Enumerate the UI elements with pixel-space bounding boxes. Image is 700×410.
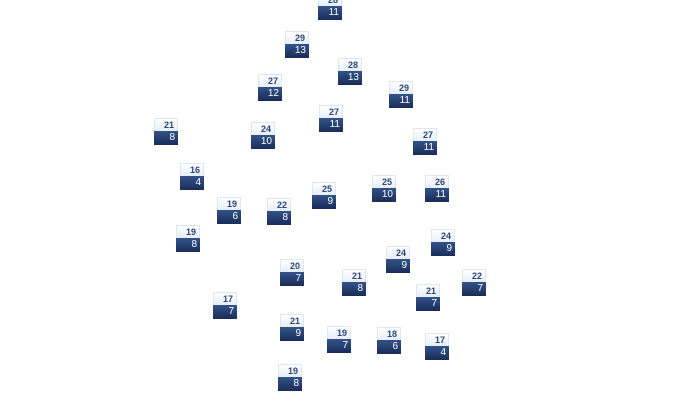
- temperature-marker[interactable]: 19 6: [217, 197, 241, 224]
- temperature-marker[interactable]: 16 4: [180, 163, 204, 190]
- temperature-marker[interactable]: 17 4: [425, 333, 449, 360]
- high-temperature: 21: [416, 284, 440, 297]
- low-temperature: 8: [176, 238, 200, 252]
- high-temperature: 24: [251, 122, 275, 135]
- temperature-marker[interactable]: 28 11: [318, 0, 342, 20]
- temperature-marker[interactable]: 26 11: [425, 175, 449, 202]
- low-temperature: 9: [386, 259, 410, 273]
- temperature-marker[interactable]: 22 8: [267, 198, 291, 225]
- high-temperature: 29: [285, 31, 309, 44]
- low-temperature: 8: [342, 282, 366, 296]
- high-temperature: 28: [338, 58, 362, 71]
- low-temperature: 9: [280, 327, 304, 341]
- high-temperature: 16: [180, 163, 204, 176]
- high-temperature: 19: [176, 225, 200, 238]
- low-temperature: 7: [416, 297, 440, 311]
- temperature-marker[interactable]: 25 9: [312, 182, 336, 209]
- high-temperature: 21: [342, 269, 366, 282]
- high-temperature: 22: [462, 269, 486, 282]
- low-temperature: 6: [217, 210, 241, 224]
- temperature-marker[interactable]: 27 12: [258, 74, 282, 101]
- high-temperature: 21: [280, 314, 304, 327]
- temperature-marker[interactable]: 21 9: [280, 314, 304, 341]
- temperature-marker[interactable]: 27 11: [319, 105, 343, 132]
- high-temperature: 21: [154, 118, 178, 131]
- low-temperature: 8: [278, 377, 302, 391]
- high-temperature: 19: [217, 197, 241, 210]
- high-temperature: 27: [413, 128, 437, 141]
- high-temperature: 17: [213, 292, 237, 305]
- low-temperature: 8: [154, 131, 178, 145]
- temperature-marker[interactable]: 29 13: [285, 31, 309, 58]
- low-temperature: 7: [213, 305, 237, 319]
- low-temperature: 10: [372, 188, 396, 202]
- low-temperature: 4: [425, 346, 449, 360]
- low-temperature: 7: [462, 282, 486, 296]
- low-temperature: 11: [389, 94, 413, 108]
- temperature-marker[interactable]: 20 7: [280, 259, 304, 286]
- high-temperature: 27: [258, 74, 282, 87]
- high-temperature: 26: [425, 175, 449, 188]
- temperature-marker[interactable]: 21 8: [342, 269, 366, 296]
- high-temperature: 24: [431, 229, 455, 242]
- high-temperature: 25: [372, 175, 396, 188]
- low-temperature: 7: [327, 339, 351, 353]
- temperature-marker[interactable]: 21 8: [154, 118, 178, 145]
- low-temperature: 10: [251, 135, 275, 149]
- temperature-marker[interactable]: 22 7: [462, 269, 486, 296]
- high-temperature: 25: [312, 182, 336, 195]
- temperature-marker[interactable]: 25 10: [372, 175, 396, 202]
- temperature-marker[interactable]: 27 11: [413, 128, 437, 155]
- high-temperature: 27: [319, 105, 343, 118]
- temperature-marker[interactable]: 19 8: [176, 225, 200, 252]
- low-temperature: 13: [285, 44, 309, 58]
- high-temperature: 24: [386, 246, 410, 259]
- low-temperature: 11: [319, 118, 343, 132]
- temperature-marker[interactable]: 19 8: [278, 364, 302, 391]
- temperature-marker[interactable]: 24 9: [386, 246, 410, 273]
- low-temperature: 13: [338, 71, 362, 85]
- low-temperature: 7: [280, 272, 304, 286]
- temperature-marker[interactable]: 24 9: [431, 229, 455, 256]
- high-temperature: 20: [280, 259, 304, 272]
- low-temperature: 9: [312, 195, 336, 209]
- temperature-marker[interactable]: 21 7: [416, 284, 440, 311]
- temperature-marker[interactable]: 17 7: [213, 292, 237, 319]
- high-temperature: 19: [327, 326, 351, 339]
- low-temperature: 11: [318, 6, 342, 20]
- temperature-marker[interactable]: 18 6: [377, 327, 401, 354]
- low-temperature: 6: [377, 340, 401, 354]
- low-temperature: 4: [180, 176, 204, 190]
- low-temperature: 9: [431, 242, 455, 256]
- temperature-marker[interactable]: 29 11: [389, 81, 413, 108]
- high-temperature: 29: [389, 81, 413, 94]
- high-temperature: 17: [425, 333, 449, 346]
- temperature-marker[interactable]: 19 7: [327, 326, 351, 353]
- low-temperature: 8: [267, 211, 291, 225]
- high-temperature: 22: [267, 198, 291, 211]
- temperature-marker[interactable]: 24 10: [251, 122, 275, 149]
- high-temperature: 18: [377, 327, 401, 340]
- high-temperature: 28: [318, 0, 342, 6]
- low-temperature: 11: [425, 188, 449, 202]
- low-temperature: 11: [413, 141, 437, 155]
- low-temperature: 12: [258, 87, 282, 101]
- high-temperature: 19: [278, 364, 302, 377]
- temperature-marker[interactable]: 28 13: [338, 58, 362, 85]
